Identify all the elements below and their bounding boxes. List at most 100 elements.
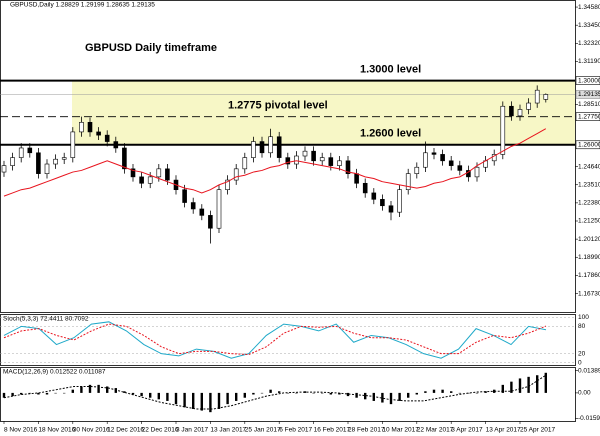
candle-body [225, 179, 230, 191]
macd-bar [493, 389, 496, 393]
macd-bar [355, 392, 358, 398]
macd-signal [3, 374, 547, 410]
zone [72, 80, 575, 145]
candle-body [397, 189, 402, 213]
candle-body [36, 152, 41, 174]
x-tick-label: 6 Feb 2017 [279, 427, 312, 434]
candle-body [405, 173, 411, 191]
zone-layer [72, 80, 575, 145]
candle-body [448, 160, 454, 166]
candle-body [509, 105, 514, 117]
y-tick-label: 1.16730 [578, 290, 600, 297]
candle-body [53, 158, 58, 165]
x-tick-label: 13 Jan 2017 [210, 427, 246, 434]
candle-body [431, 152, 437, 155]
candle-body [371, 192, 377, 200]
macd-bar [88, 384, 92, 393]
x-tick-label: 10 Mar 2017 [382, 427, 419, 434]
candle-body [156, 168, 162, 178]
macd-bar [518, 378, 522, 393]
stoch-panel [0, 314, 576, 366]
chart-title: GBPUSD Daily timeframe [85, 42, 217, 54]
macd-bar [192, 392, 195, 409]
candle-body [190, 202, 196, 210]
x-tick-label: 22 Mar 2017 [417, 427, 454, 434]
macd-bar [544, 372, 547, 393]
macd-bar [149, 392, 152, 398]
level-tag [575, 140, 600, 150]
macd-bar [260, 392, 264, 394]
macd-bar [501, 384, 504, 393]
macd-bar [252, 392, 255, 395]
candle-body [354, 173, 359, 184]
stoch-tick-label: 20 [578, 350, 586, 357]
x-tick-label: 25 Jan 2017 [245, 427, 281, 434]
y-tick-label: 1.34580 [578, 4, 600, 11]
macd-bar [63, 392, 66, 394]
macd-bar [54, 392, 57, 394]
macd-bar [458, 392, 461, 394]
x-tick-label: 25 Apr 2017 [520, 427, 555, 434]
macd-tick-label: 0.013894 [578, 367, 600, 374]
candle-body [139, 176, 144, 184]
x-tick-label: 3 Apr 2017 [451, 427, 483, 434]
candle-body [268, 136, 273, 154]
candle-body [500, 105, 506, 155]
macd-bar [45, 392, 49, 395]
candle-body [182, 189, 187, 203]
y-tick-label: 1.21250 [578, 218, 600, 225]
y-tick-label: 1.20120 [578, 236, 600, 243]
candle-body [302, 150, 308, 157]
candle-body [1, 165, 7, 173]
macd-bar [106, 386, 109, 393]
macd-bar [475, 392, 479, 394]
level-label: 1.30000 [578, 77, 600, 84]
candle-body [251, 141, 256, 158]
candle-body [44, 163, 50, 174]
macd-label: MACD(12,26,9) 0.012522 0.011087 [3, 369, 106, 376]
candle-body [165, 168, 170, 181]
candle-body [517, 109, 523, 117]
stoch-k [3, 321, 547, 359]
y-tick-label: 1.24640 [578, 163, 600, 170]
macd-bar [295, 392, 298, 394]
macd-bar [174, 392, 178, 405]
x-tick-label: 8 Nov 2016 [4, 427, 38, 434]
x-tick-label: 28 Feb 2017 [348, 427, 385, 434]
candle-body [457, 165, 463, 171]
x-tick-label: 30 Nov 2016 [73, 427, 110, 434]
macd-bar [389, 392, 393, 405]
last-price-label: 1.29135 [578, 91, 600, 98]
candle-body [311, 150, 316, 162]
macd-bar [346, 392, 350, 397]
candle-body [27, 147, 33, 154]
candle-body [319, 157, 325, 162]
macd-bar [243, 392, 246, 398]
level-annotation: 1.2600 level [360, 128, 421, 140]
last-price-tag [575, 90, 600, 99]
y-tick-label: 1.31190 [578, 58, 600, 65]
candle-body [208, 215, 213, 229]
level-tag [575, 76, 600, 85]
macd-bar [364, 392, 367, 400]
candle-body [18, 147, 24, 158]
candle-body [534, 89, 540, 104]
candle-body [285, 157, 291, 165]
candle-body [96, 131, 101, 136]
y-tick-label: 1.18990 [578, 254, 600, 261]
macd-bar [226, 392, 229, 405]
candle-body [259, 141, 265, 154]
stoch-tick-label: 80 [578, 323, 586, 330]
candle-body [122, 147, 127, 170]
macd-tick-label: -0.015935 [578, 415, 600, 422]
y-tick-label: 1.28510 [578, 101, 600, 108]
x-tick-label: 13 Apr 2017 [486, 427, 521, 434]
macd-bar [140, 392, 143, 397]
macd-bar [235, 392, 238, 401]
macd-bar [432, 389, 436, 393]
stoch-tick-label: 0 [578, 359, 582, 366]
macd-bar [166, 392, 169, 401]
level-label: 1.27750 [578, 113, 600, 120]
